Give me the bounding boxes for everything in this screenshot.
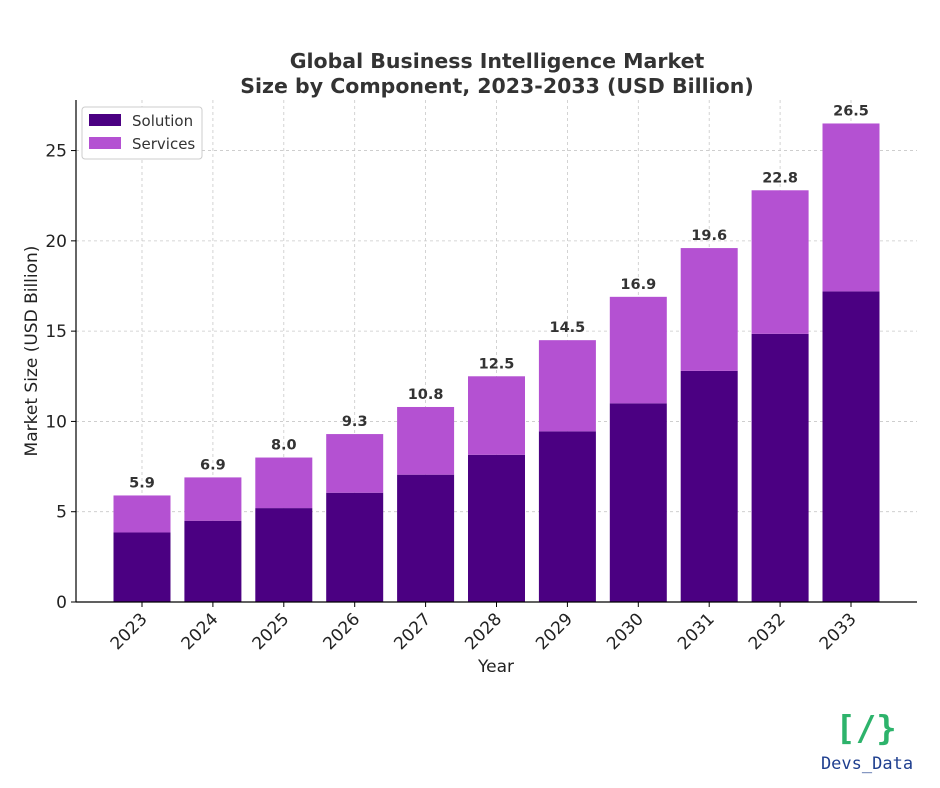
bar-solution-2027 (397, 474, 455, 602)
bar-services-2025 (255, 457, 313, 509)
bar-services-2030 (609, 296, 667, 404)
data-labels: 5.9 6.9 8.0 9.3 10.8 12.5 14.5 16.9 19.6 22.8 26.5 (129, 103, 869, 491)
total-label-2026: 9.3 (342, 414, 368, 430)
bar-solution-2031 (680, 370, 738, 602)
bar-services-2029 (538, 340, 596, 432)
bar-solution-2023 (113, 532, 171, 602)
y-tick-label: 10 (45, 412, 67, 432)
code-brackets-icon: [/} (835, 709, 896, 749)
bar-services-2024 (184, 477, 242, 521)
x-tick-labels: 2023 2024 2025 2026 2027 2028 2029 2030 2031 2032… (107, 609, 861, 654)
legend: Solution Services (81, 106, 203, 160)
bar-solution-2030 (609, 403, 667, 602)
total-label-2031: 19.6 (691, 228, 727, 244)
bar-solution-2024 (184, 520, 242, 602)
x-tick-label-2026: 2026 (320, 609, 365, 654)
total-label-2033: 26.5 (833, 103, 869, 119)
x-tick-label-2030: 2030 (603, 609, 648, 654)
bar-solution-2028 (468, 454, 525, 602)
x-tick-label-2024: 2024 (178, 609, 223, 654)
y-tick-label: 0 (56, 593, 67, 613)
bar-services-2033 (822, 123, 880, 292)
total-label-2027: 10.8 (408, 387, 444, 403)
total-label-2030: 16.9 (620, 277, 656, 293)
y-tick-label: 5 (56, 503, 67, 523)
chart-title-line-2: Size by Component, 2023-2033 (USD Billio… (240, 74, 753, 98)
total-label-2023: 5.9 (129, 475, 155, 491)
y-tick-label: 25 (45, 142, 67, 162)
total-label-2032: 22.8 (762, 170, 798, 186)
devs-data-logo: [/} Devs_Data (821, 709, 913, 774)
x-tick-label-2027: 2027 (390, 609, 435, 654)
legend-swatch-services (89, 137, 121, 149)
axes (71, 100, 917, 607)
bar-solution-2029 (538, 431, 596, 602)
y-tick-labels: 0 5 10 15 20 25 (45, 142, 67, 613)
bar-services-2023 (113, 495, 171, 533)
bar-services-2031 (680, 248, 738, 371)
y-axis-label: Market Size (USD Billion) (22, 246, 42, 457)
logo-text: Devs_Data (821, 754, 913, 774)
x-tick-label-2033: 2033 (816, 609, 861, 654)
bar-solution-2033 (822, 291, 880, 602)
bar-services-2028 (468, 376, 525, 455)
bar-solution-2026 (326, 492, 384, 602)
chart-title-line-1: Global Business Intelligence Market (290, 49, 705, 73)
bar-services-2032 (751, 190, 809, 334)
legend-label-solution: Solution (132, 112, 193, 130)
total-label-2025: 8.0 (271, 438, 297, 454)
total-label-2028: 12.5 (479, 356, 515, 372)
total-label-2024: 6.9 (200, 457, 226, 473)
y-tick-label: 20 (45, 232, 67, 252)
x-tick-label-2025: 2025 (249, 609, 294, 654)
bar-services-2027 (397, 406, 455, 475)
bar-solution-2025 (255, 508, 313, 602)
x-tick-label-2028: 2028 (461, 609, 506, 654)
y-tick-label: 15 (45, 322, 67, 342)
bar-solution-2032 (751, 333, 809, 602)
legend-swatch-solution (89, 114, 121, 126)
bar-services-2026 (326, 434, 384, 493)
total-label-2029: 14.5 (550, 320, 586, 336)
x-axis-label: Year (477, 657, 514, 677)
legend-label-services: Services (132, 135, 195, 153)
x-tick-label-2023: 2023 (107, 609, 152, 654)
x-tick-label-2032: 2032 (745, 609, 790, 654)
bars (113, 123, 880, 602)
x-tick-label-2031: 2031 (674, 609, 719, 654)
x-tick-label-2029: 2029 (532, 609, 577, 654)
